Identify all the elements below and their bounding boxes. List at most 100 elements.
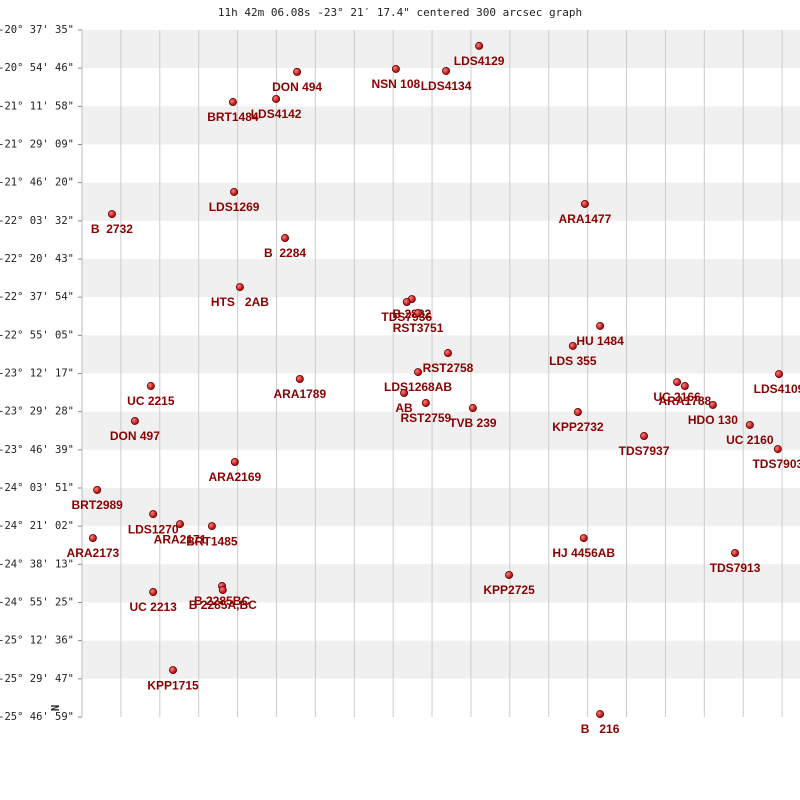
star-label: LDS4109 xyxy=(754,382,800,396)
star-label: RST3751 xyxy=(393,321,444,335)
star xyxy=(475,41,484,50)
star xyxy=(596,710,605,719)
y-tick-label: -20° 37' 35" xyxy=(0,24,74,36)
star xyxy=(468,404,477,413)
band xyxy=(82,259,800,298)
star-label: B 2732 xyxy=(91,222,133,236)
star-label: TVB 239 xyxy=(449,416,497,430)
y-tick-label: -24° 21' 02" xyxy=(0,520,74,532)
star xyxy=(673,378,682,387)
star xyxy=(228,98,237,107)
star-label: HTS 2AB xyxy=(211,295,269,309)
star-label: UC 2166 xyxy=(653,390,701,404)
star xyxy=(708,400,717,409)
star-label: LDS1270 xyxy=(128,522,179,536)
star xyxy=(640,432,649,441)
y-tick-label: -22° 37' 54" xyxy=(0,291,74,303)
star-label: B 2832 xyxy=(392,307,431,321)
star xyxy=(568,341,577,350)
star xyxy=(293,67,302,76)
star-label: ARA2171 xyxy=(154,532,207,546)
star-label: ARA1788 xyxy=(659,394,712,408)
star xyxy=(400,388,409,397)
star xyxy=(88,534,97,543)
star xyxy=(149,510,158,519)
y-tick-label: -22° 03' 32" xyxy=(0,215,74,227)
star xyxy=(505,570,514,579)
star xyxy=(421,398,430,407)
star xyxy=(573,408,582,417)
y-tick-label: -22° 20' 43" xyxy=(0,253,74,265)
star xyxy=(295,374,304,383)
star-label: KPP2725 xyxy=(483,583,535,597)
star xyxy=(414,309,423,318)
star xyxy=(596,321,605,330)
star xyxy=(579,534,588,543)
star xyxy=(149,588,158,597)
star-label: TDS7903 xyxy=(752,457,800,471)
y-tick-label: -21° 46' 20" xyxy=(0,177,74,189)
y-tick-label: -24° 03' 51" xyxy=(0,482,74,494)
star xyxy=(773,445,782,454)
star xyxy=(414,368,423,377)
star xyxy=(774,370,783,379)
star-label: LDS4134 xyxy=(421,79,472,93)
star-label: BRT2989 xyxy=(71,498,123,512)
star xyxy=(207,522,216,531)
star-label: LDS1269 xyxy=(209,200,260,214)
star xyxy=(176,520,185,529)
band xyxy=(82,335,800,374)
star xyxy=(235,283,244,292)
star-label: DON 497 xyxy=(110,429,160,443)
y-axis-label: N xyxy=(50,705,62,711)
star-label: UC 2215 xyxy=(127,394,175,408)
star xyxy=(93,485,102,494)
y-tick-label: -23° 46' 39" xyxy=(0,444,74,456)
star-label: B 2285A,BC xyxy=(189,598,257,612)
star-label: AB xyxy=(395,401,413,415)
y-tick-label: -25° 12' 36" xyxy=(0,635,74,647)
star xyxy=(442,66,451,75)
star-label: ARA2173 xyxy=(67,546,120,560)
star xyxy=(731,548,740,557)
star xyxy=(391,64,400,73)
star xyxy=(281,234,290,243)
star-label: NSN 108 xyxy=(372,77,421,91)
star-label: UC 2160 xyxy=(726,433,774,447)
star-label: LDS1268AB xyxy=(384,380,452,394)
band xyxy=(82,640,800,679)
star xyxy=(580,199,589,208)
star-label: BRT1485 xyxy=(186,534,238,548)
band xyxy=(82,106,800,145)
y-tick-label: -22° 55' 05" xyxy=(0,329,74,341)
y-tick-label: -24° 38' 13" xyxy=(0,558,74,570)
star xyxy=(230,187,239,196)
y-tick-label: -20° 54' 46" xyxy=(0,62,74,74)
star xyxy=(745,420,754,429)
band xyxy=(82,182,800,221)
star-label: TDS7937 xyxy=(619,444,670,458)
star xyxy=(402,297,411,306)
star-label: LDS4129 xyxy=(454,54,505,68)
star-label: B 2284 xyxy=(264,246,306,260)
star-label: ARA1789 xyxy=(273,387,326,401)
star xyxy=(107,210,116,219)
star-label: TDS7913 xyxy=(710,561,761,575)
star xyxy=(130,416,139,425)
star-label: ARA1477 xyxy=(559,212,612,226)
star-label: B 216 xyxy=(581,722,620,736)
star-label: B 2285BC xyxy=(194,594,250,608)
star xyxy=(272,94,281,103)
star-label: KPP2732 xyxy=(552,420,604,434)
y-tick-label: -25° 29' 47" xyxy=(0,673,74,685)
star-label: HDO 130 xyxy=(688,413,738,427)
chart-title: 11h 42m 06.08s -23° 21′ 17.4" centered 3… xyxy=(218,6,582,19)
star xyxy=(444,349,453,358)
star-label: LDS4142 xyxy=(251,107,302,121)
y-tick-label: -24° 55' 25" xyxy=(0,596,74,608)
band xyxy=(82,564,800,603)
y-tick-label: -21° 11' 58" xyxy=(0,100,74,112)
star-label: ARA2169 xyxy=(209,470,262,484)
y-tick-label: -21° 29' 09" xyxy=(0,138,74,150)
